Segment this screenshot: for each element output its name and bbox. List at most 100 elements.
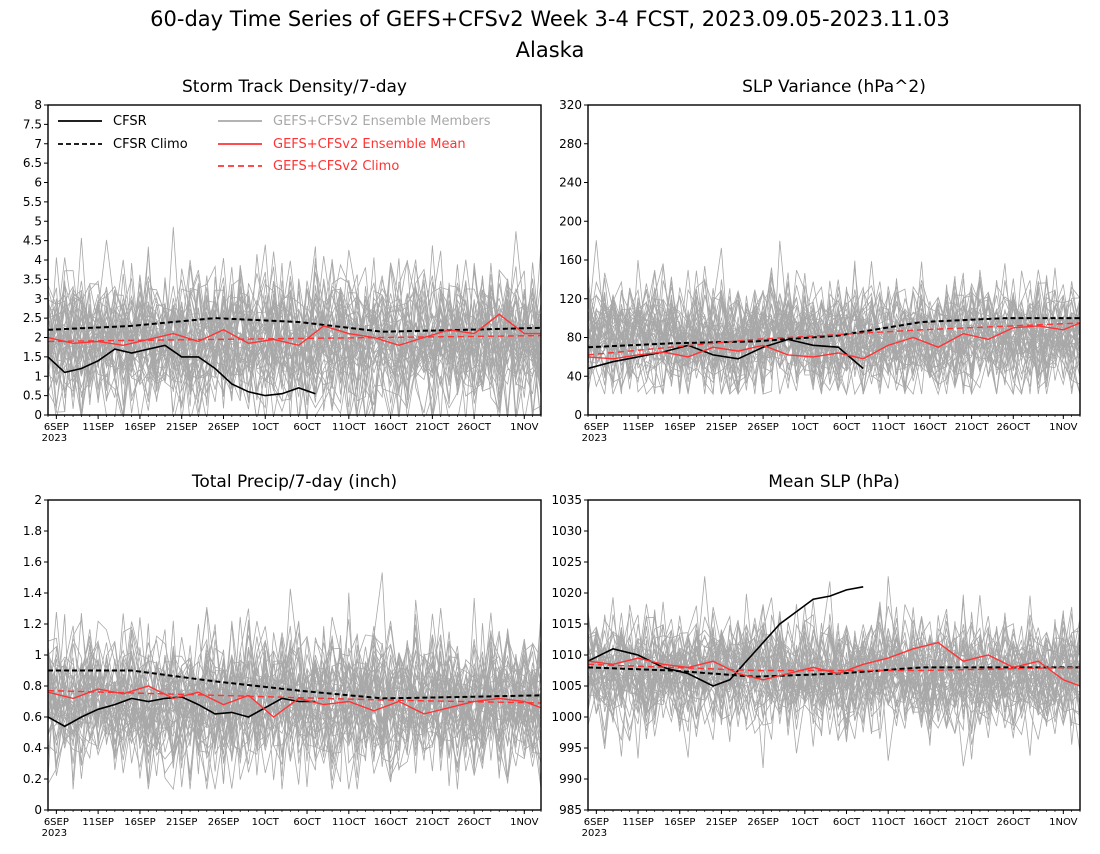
ensemble-member-line (48, 237, 541, 390)
ensemble-member-line (48, 630, 541, 756)
x-tick-label: 21SEP (706, 817, 737, 828)
x-tick-label: 21SEP (166, 817, 197, 828)
legend-cfsr-climo-label: CFSR Climo (113, 137, 188, 152)
ensemble-member-line (48, 626, 541, 773)
y-tick-label: 1020 (551, 586, 582, 600)
x-tick-label: 21OCT (955, 422, 990, 433)
y-tick-label: 160 (559, 253, 582, 267)
ensemble-member-line (588, 622, 1080, 730)
y-tick-label: 280 (559, 137, 582, 151)
x-tick-label: 16OCT (913, 422, 948, 433)
y-tick-label: 2.5 (23, 311, 42, 325)
x-tick-label: 11OCT (871, 817, 906, 828)
x-tick-label: 21SEP (706, 422, 737, 433)
legend-cfsr-label: CFSR (113, 114, 147, 129)
ensemble-member-line (588, 621, 1080, 740)
ensemble-member-line (48, 257, 541, 415)
series-line-gefs-cfsv2-climo (48, 689, 541, 704)
y-tick-label: 995 (559, 741, 582, 755)
y-tick-label: 0.8 (23, 679, 42, 693)
y-tick-label: 1.5 (23, 350, 42, 364)
ensemble-member-line (48, 268, 541, 415)
x-tick-label: 1NOV (510, 817, 539, 828)
x-tick-label: 26OCT (996, 817, 1031, 828)
ensemble-member-line (588, 270, 1080, 391)
x-tick-label: 1OCT (252, 817, 280, 828)
x-tick-label: 16SEP (124, 422, 155, 433)
y-tick-label: 1.4 (23, 586, 42, 600)
y-tick-label: 3.5 (23, 272, 42, 286)
y-tick-label: 4.5 (23, 234, 42, 248)
figure-subtitle: Alaska (516, 38, 585, 62)
x-tick-label: 11SEP (82, 422, 113, 433)
x-tick-label: 1NOV (1049, 422, 1078, 433)
ensemble-member-line (48, 239, 541, 415)
legend-members-label: GEFS+CFSv2 Ensemble Members (273, 114, 491, 129)
x-tick-label: 26SEP (747, 817, 778, 828)
x-tick-label: 21OCT (416, 817, 451, 828)
y-tick-label: 1.8 (23, 524, 42, 538)
ensemble-member-line (48, 246, 541, 415)
ensemble-member-line (48, 624, 541, 759)
chart-panel-2: SLP Variance (hPa^2) 0 40 80 120 160 200 240 280… (559, 77, 1081, 444)
y-tick-label: 1.6 (23, 555, 42, 569)
ensemble-member-line (588, 270, 1080, 396)
x-tick-label: 1OCT (791, 817, 819, 828)
x-tick-label: 6SEP (44, 817, 69, 828)
x-tick-label: 26SEP (747, 422, 778, 433)
chart-title: Storm Track Density/7-day (182, 77, 407, 97)
y-tick-label: 2 (34, 493, 42, 507)
ensemble-member-line (588, 240, 1080, 389)
y-tick-label: 1 (34, 648, 42, 662)
x-year-label: 2023 (582, 828, 607, 839)
y-tick-label: 7.5 (23, 117, 42, 131)
y-tick-label: 0.6 (23, 710, 42, 724)
y-tick-label: 6.5 (23, 156, 42, 170)
x-year-label: 2023 (42, 433, 67, 444)
ensemble-member-line (48, 246, 541, 415)
x-tick-label: 21OCT (955, 817, 990, 828)
x-year-label: 2023 (42, 828, 67, 839)
x-tick-label: 11SEP (622, 422, 653, 433)
chart-title: Mean SLP (hPa) (768, 472, 900, 492)
series-line-cfsr-climo (48, 669, 541, 700)
y-tick-label: 1.2 (23, 617, 42, 631)
legend-gefs-climo-label: GEFS+CFSv2 Climo (273, 159, 399, 174)
figure-title: 60-day Time Series of GEFS+CFSv2 Week 3-… (150, 7, 950, 31)
y-tick-label: 2 (34, 331, 42, 345)
series-line-cfsr (588, 338, 864, 370)
ensemble-members (588, 576, 1080, 769)
x-tick-label: 6SEP (584, 422, 609, 433)
y-tick-label: 0.4 (23, 741, 42, 755)
y-tick-label: 200 (559, 214, 582, 228)
ensemble-member-line (588, 272, 1080, 390)
ensemble-member-line (588, 280, 1080, 395)
series-line-cfsr-climo (588, 317, 1080, 349)
x-tick-label: 26OCT (457, 422, 492, 433)
y-tick-label: 1035 (551, 493, 582, 507)
chart-title: Total Precip/7-day (inch) (191, 472, 397, 492)
x-tick-label: 6OCT (293, 422, 321, 433)
series-line-gefs-cfsv2-climo (588, 322, 1080, 356)
ensemble-member-line (588, 606, 1080, 732)
x-tick-label: 1OCT (252, 422, 280, 433)
y-tick-label: 240 (559, 176, 582, 190)
ensemble-member-line (588, 614, 1080, 729)
x-tick-label: 26OCT (996, 422, 1031, 433)
x-tick-label: 26SEP (208, 817, 239, 828)
y-tick-label: 985 (559, 803, 582, 817)
ensemble-members (48, 227, 541, 415)
y-tick-label: 1025 (551, 555, 582, 569)
series-line-gefs-cfsv2-ensemble-mean (588, 641, 1080, 687)
x-tick-label: 16OCT (374, 817, 409, 828)
legend-ens-mean-label: GEFS+CFSv2 Ensemble Mean (273, 137, 466, 152)
y-tick-label: 80 (567, 331, 582, 345)
series-line-gefs-cfsv2-climo (48, 334, 541, 343)
ensemble-member-line (48, 270, 541, 415)
chart-panel-4: Mean SLP (hPa) 985 990 995 1000 1005 1010 1015 1… (551, 472, 1081, 839)
chart-title: SLP Variance (hPa^2) (742, 77, 926, 97)
x-tick-label: 6SEP (44, 422, 69, 433)
y-tick-label: 0.5 (23, 389, 42, 403)
x-year-label: 2023 (582, 433, 607, 444)
y-tick-label: 8 (34, 98, 42, 112)
